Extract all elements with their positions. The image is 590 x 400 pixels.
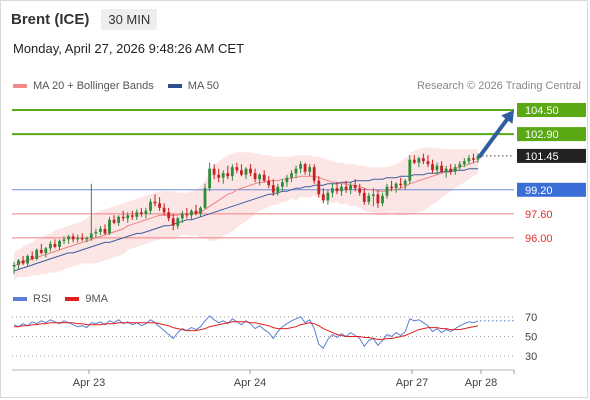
legend-swatch-ma20 (13, 84, 27, 88)
copyright: Research © 2026 Trading Central (416, 80, 581, 92)
legend-label-9ma: 9MA (85, 293, 108, 305)
legend-label-ma50: MA 50 (187, 80, 219, 92)
legend-item-ma50: MA 50 (167, 80, 219, 92)
timeframe-badge[interactable]: 30 MIN (101, 8, 158, 30)
legend-item-9ma: 9MA (65, 293, 108, 305)
legend-swatch-9ma (65, 297, 80, 301)
legend-swatch-ma50 (167, 84, 182, 88)
legend-item-rsi: RSI (13, 293, 51, 305)
header: Brent (ICE) 30 MIN (11, 8, 158, 30)
timestamp: Monday, April 27, 2026 9:48:26 AM CET (13, 41, 245, 56)
price-legend: MA 20 + Bollinger Bands MA 50 (13, 80, 233, 92)
instrument-title: Brent (ICE) (11, 10, 90, 28)
legend-label-rsi: RSI (33, 293, 52, 305)
legend-item-ma20: MA 20 + Bollinger Bands (13, 80, 154, 92)
legend-label-ma20: MA 20 + Bollinger Bands (33, 80, 154, 92)
legend-swatch-rsi (13, 297, 27, 301)
rsi-legend: RSI 9MA (13, 293, 122, 305)
